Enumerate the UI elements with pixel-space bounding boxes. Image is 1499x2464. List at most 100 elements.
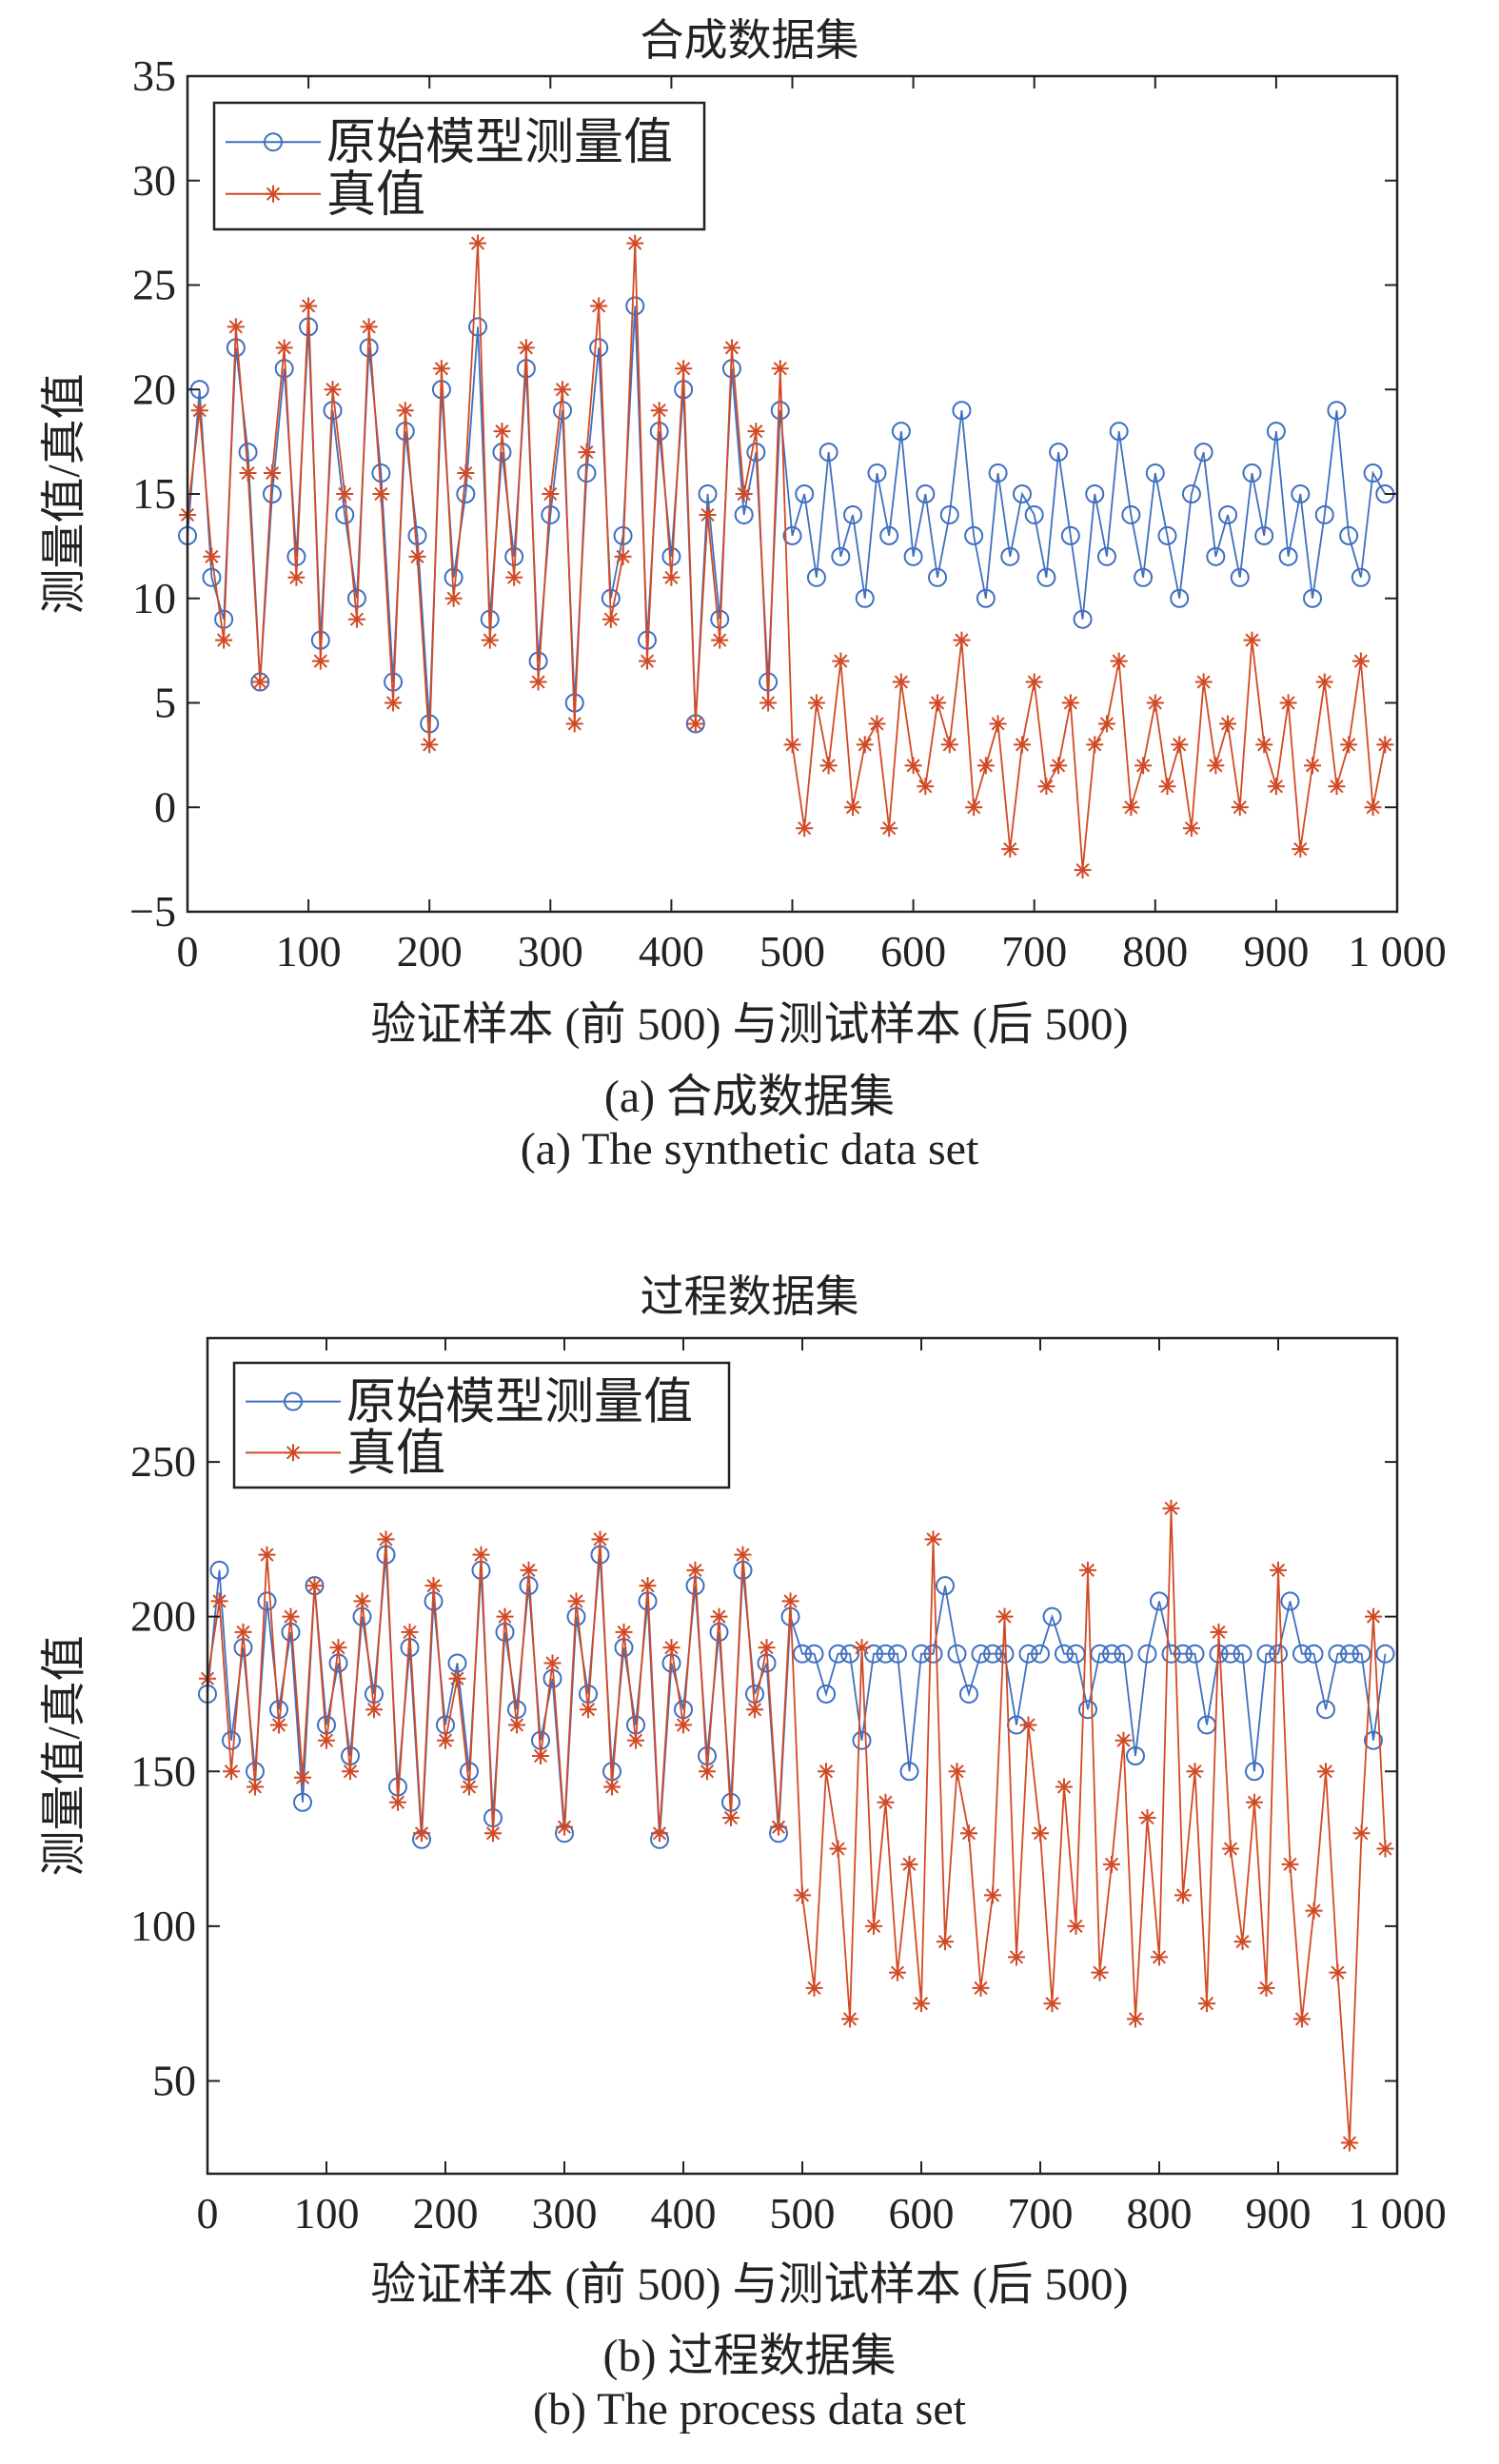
y-tick-label: 25 (132, 261, 176, 309)
true-value-point (318, 1731, 335, 1749)
true-value-point (699, 505, 717, 523)
true-value-point (424, 1577, 443, 1595)
true-value-point (783, 736, 801, 754)
y-tick-label: 20 (132, 365, 176, 413)
true-value-point (1270, 1561, 1287, 1579)
true-value-point (1279, 694, 1297, 712)
true-value-point (444, 589, 463, 607)
measured-point (1150, 1591, 1169, 1611)
measured-point (903, 546, 923, 566)
measured-point (1327, 401, 1347, 421)
x-tick-label: 1 000 (1348, 2189, 1447, 2237)
x-tick-label: 1 000 (1348, 927, 1447, 976)
measured-point (1078, 1700, 1097, 1720)
legend-label: 真值 (326, 168, 425, 223)
true-value-point (948, 1763, 966, 1781)
series-line (207, 1554, 1387, 1840)
measured-point (371, 463, 391, 483)
true-value-point (1317, 1763, 1334, 1781)
true-value-point (924, 1530, 942, 1548)
measured-point (1055, 1644, 1074, 1664)
true-value-point (662, 568, 680, 586)
x-tick-label: 500 (759, 927, 825, 976)
true-value-point (336, 485, 354, 503)
true-value-point (590, 297, 608, 315)
measured-point (936, 1576, 955, 1596)
true-value-point (567, 1592, 585, 1610)
true-value-point (865, 1917, 882, 1935)
true-value-point (771, 360, 789, 378)
chart-a-xlabel: 验证样本 (前 500) 与测试样本 (后 500) (370, 999, 1129, 1050)
true-value-point (917, 778, 935, 796)
measured-point (876, 1644, 896, 1664)
y-tick-label: −5 (129, 887, 176, 936)
x-tick-label: 300 (532, 2189, 598, 2237)
true-value-point (1186, 1763, 1204, 1781)
measured-point (1269, 1644, 1288, 1664)
true-value-point (372, 485, 390, 503)
legend-asterisk-icon (265, 185, 282, 203)
true-value-point (385, 694, 403, 712)
true-value-point (722, 339, 740, 357)
measured-point (468, 317, 488, 337)
measured-point (1340, 1644, 1359, 1664)
true-value-point (300, 297, 318, 315)
true-value-point (710, 1607, 728, 1626)
true-value-point (505, 568, 523, 586)
measured-point (1364, 1730, 1383, 1750)
true-value-point (747, 423, 765, 441)
measured-point (840, 1644, 859, 1664)
true-value-point (1061, 694, 1079, 712)
true-value-point (972, 1979, 990, 1997)
true-value-point (626, 234, 644, 252)
chart-a-plot: 0 100 200 300 400 500 600 700 800 900 1 000−505101… (129, 51, 1447, 976)
true-value-point (1340, 736, 1358, 754)
true-value-point (1008, 1948, 1025, 1966)
true-value-point (542, 485, 560, 503)
measured-point (734, 504, 754, 524)
measured-point (1137, 1644, 1157, 1664)
true-value-point (1074, 861, 1092, 879)
true-value-point (1091, 1963, 1109, 1981)
true-value-point (807, 694, 825, 712)
y-tick-label: 5 (154, 679, 176, 727)
series-measured (198, 1545, 1395, 1849)
measured-point (1193, 443, 1213, 463)
true-value-point (1171, 736, 1189, 754)
x-tick-label: 800 (1122, 927, 1188, 976)
measured-point (867, 463, 887, 483)
figure-a-caption-en: (a) The synthetic data set (520, 1124, 979, 1174)
true-value-point (591, 1530, 609, 1548)
true-value-point (960, 1824, 977, 1843)
measured-point (1314, 504, 1334, 524)
true-value-point (329, 1639, 347, 1657)
legend-circle-icon (284, 1391, 303, 1411)
measured-point (1185, 1644, 1205, 1664)
legend-box (212, 101, 706, 231)
measured-point (852, 1730, 872, 1750)
true-value-point (234, 1623, 252, 1641)
true-value-point (1174, 1886, 1192, 1904)
true-value-point (1067, 1917, 1085, 1935)
true-value-point (1134, 757, 1153, 775)
measured-point (995, 1644, 1015, 1664)
measured-point (1280, 1591, 1300, 1611)
measured-point (819, 443, 838, 463)
measured-point (879, 525, 899, 545)
true-value-point (699, 1763, 716, 1781)
figure-b-caption-en: (b) The process data set (533, 2384, 966, 2434)
y-tick-label: 15 (132, 469, 176, 518)
true-value-point (686, 715, 704, 733)
true-value-point (421, 736, 439, 754)
measured-point (1339, 525, 1359, 545)
chart-b-xlabel: 验证样本 (前 500) 与测试样本 (后 500) (370, 2259, 1129, 2310)
true-value-point (190, 402, 208, 420)
measured-point (456, 484, 476, 503)
measured-point (1126, 1746, 1145, 1765)
true-value-point (892, 673, 910, 691)
true-value-point (796, 819, 814, 838)
measured-point (964, 525, 984, 545)
measured-point (1018, 1644, 1038, 1664)
